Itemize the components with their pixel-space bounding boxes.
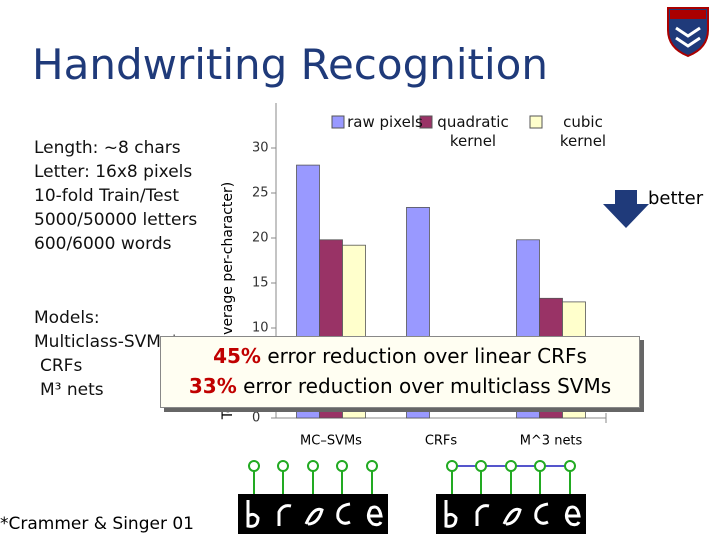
letter-strokes bbox=[246, 500, 581, 528]
x-tick-label: MC–SVMs bbox=[300, 434, 362, 449]
model-item: M³ nets bbox=[40, 380, 104, 400]
y-tick-label: 15 bbox=[252, 276, 269, 291]
info-line: 10-fold Train/Test bbox=[34, 186, 180, 206]
y-tick-label: 0 bbox=[252, 411, 260, 426]
y-tick-label: 25 bbox=[252, 186, 269, 201]
y-tick-label: 30 bbox=[252, 141, 269, 156]
info-list: Length: ~8 chars Letter: 16x8 pixels 10-fo… bbox=[34, 136, 197, 256]
letter-images bbox=[238, 494, 586, 534]
models: Models: Multiclass-SVMs* CRFs M³ nets bbox=[34, 306, 178, 402]
model-list: Multiclass-SVMs* CRFs M³ nets bbox=[34, 330, 178, 402]
legend-swatch bbox=[529, 115, 543, 129]
info-line: 5000/50000 letters bbox=[34, 210, 198, 230]
info-line: 600/6000 words bbox=[34, 234, 172, 254]
slide-title: Handwriting Recognition bbox=[32, 40, 548, 89]
legend-entry: cubic kernel bbox=[559, 113, 607, 150]
footnote: *Crammer & Singer 01 bbox=[0, 514, 194, 534]
models-heading: Models: bbox=[34, 308, 100, 328]
highlight-percent: 33% bbox=[188, 374, 237, 398]
better-label: better bbox=[648, 188, 704, 209]
legend-entry: quadratic kernel bbox=[437, 113, 509, 150]
legend-swatch bbox=[331, 115, 345, 129]
highlight-percent: 45% bbox=[213, 344, 261, 368]
legend-swatch bbox=[419, 115, 433, 129]
highlight-text: error reduction over linear CRFs bbox=[260, 344, 587, 368]
highlight: 45% error reduction over linear CRFs bbox=[161, 341, 639, 371]
y-tick-label: 20 bbox=[252, 231, 269, 246]
highlight-text: error reduction over multiclass SVMs bbox=[236, 374, 612, 398]
x-tick-label: CRFs bbox=[425, 434, 458, 449]
legend-entry: raw pixels bbox=[347, 113, 423, 131]
highlight-box: 45% error reduction over linear CRFs 33%… bbox=[160, 336, 640, 408]
better-arrow bbox=[603, 190, 649, 228]
chains bbox=[248, 460, 576, 494]
y-tick-label: 10 bbox=[252, 321, 269, 336]
highlight: 33% error reduction over multiclass SVMs bbox=[161, 371, 639, 401]
model-item: CRFs bbox=[40, 356, 83, 376]
x-tick-label: M^3 nets bbox=[520, 434, 583, 449]
model-item: Multiclass-SVMs* bbox=[34, 332, 179, 352]
info-line: Length: ~8 chars bbox=[34, 138, 181, 158]
logo bbox=[667, 7, 709, 58]
info-line: Letter: 16x8 pixels bbox=[34, 162, 193, 182]
